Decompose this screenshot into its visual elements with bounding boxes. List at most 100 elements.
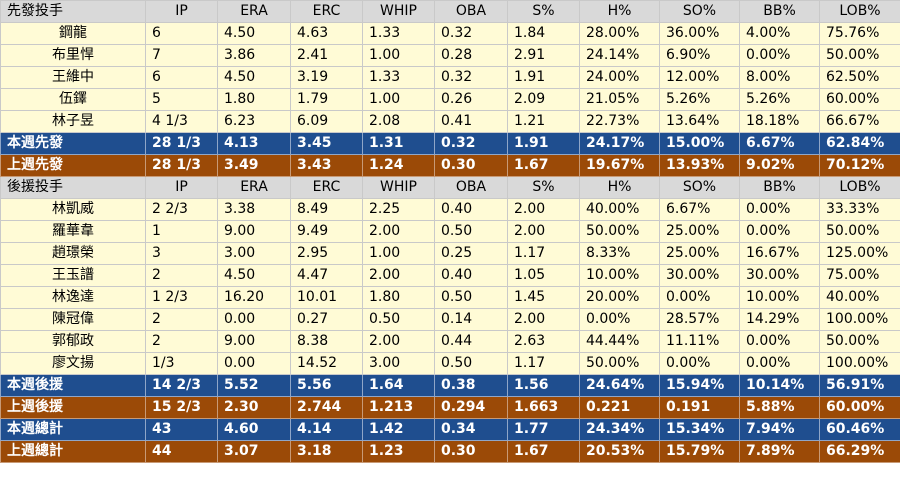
stat-cell: 3.49: [217, 154, 291, 177]
stat-cell: 6.67%: [659, 198, 740, 221]
table-body: 先發投手 IP ERA ERC WHIP OBA S% H% SO% BB% LOB% 鋼龍 6 4.50…: [0, 0, 900, 463]
stat-cell: 66.67%: [819, 110, 900, 133]
pitcher-name: 王維中: [0, 66, 146, 89]
stat-cell: 1.91: [507, 132, 580, 155]
stat-cell: 4.63: [290, 22, 363, 45]
stat-cell: 0.30: [434, 440, 508, 463]
stat-cell: 2.91: [507, 44, 580, 67]
column-header: ERC: [290, 176, 363, 199]
stat-cell: 1.84: [507, 22, 580, 45]
stat-cell: 33.33%: [819, 198, 900, 221]
pitching-stats-table: 先發投手 IP ERA ERC WHIP OBA S% H% SO% BB% LOB% 鋼龍 6 4.50…: [0, 0, 900, 463]
stat-cell: 0.00%: [739, 220, 820, 243]
relievers-last-week-row: 上週後援 15 2/3 2.30 2.744 1.213 0.294 1.663 0.221 0…: [0, 396, 900, 419]
stat-cell: 1.05: [507, 264, 580, 287]
stat-cell: 0.191: [659, 396, 740, 419]
column-header: BB%: [739, 176, 820, 199]
summary-label: 上週先發: [0, 154, 146, 177]
stat-cell: 7: [145, 44, 218, 67]
stat-cell: 0.00%: [739, 198, 820, 221]
column-header: S%: [507, 0, 580, 23]
stat-cell: 1.21: [507, 110, 580, 133]
stat-cell: 10.00%: [579, 264, 660, 287]
stat-cell: 1 2/3: [145, 286, 218, 309]
relievers-this-week-row: 本週後援 14 2/3 5.52 5.56 1.64 0.38 1.56 24.64% 15.9…: [0, 374, 900, 397]
table-row: 趙璟榮 3 3.00 2.95 1.00 0.25 1.17 8.33% 25.00% 16.67…: [0, 242, 900, 265]
stat-cell: 3.38: [217, 198, 291, 221]
table-row: 陳冠偉 2 0.00 0.27 0.50 0.14 2.00 0.00% 28.57% 14.29…: [0, 308, 900, 331]
stat-cell: 0.00%: [659, 286, 740, 309]
stat-cell: 4 1/3: [145, 110, 218, 133]
stat-cell: 1.64: [362, 374, 435, 397]
stat-cell: 0.27: [290, 308, 363, 331]
stat-cell: 44: [145, 440, 218, 463]
stat-cell: 5.26%: [739, 88, 820, 111]
stat-cell: 1.31: [362, 132, 435, 155]
stat-cell: 0.41: [434, 110, 508, 133]
stat-cell: 0.25: [434, 242, 508, 265]
stat-cell: 1.80: [362, 286, 435, 309]
stat-cell: 1.42: [362, 418, 435, 441]
stat-cell: 2.30: [217, 396, 291, 419]
stat-cell: 0.50: [434, 352, 508, 375]
stat-cell: 0.221: [579, 396, 660, 419]
stat-cell: 56.91%: [819, 374, 900, 397]
summary-label: 本週先發: [0, 132, 146, 155]
stat-cell: 8.00%: [739, 66, 820, 89]
stat-cell: 1: [145, 220, 218, 243]
table-row: 林子昱 4 1/3 6.23 6.09 2.08 0.41 1.21 22.73% 13.64%…: [0, 110, 900, 133]
stat-cell: 2.00: [362, 220, 435, 243]
stat-cell: 3.00: [217, 242, 291, 265]
stat-cell: 28.57%: [659, 308, 740, 331]
stat-cell: 2: [145, 264, 218, 287]
stat-cell: 0.34: [434, 418, 508, 441]
stat-cell: 3.18: [290, 440, 363, 463]
starters-last-week-row: 上週先發 28 1/3 3.49 3.43 1.24 0.30 1.67 19.67% 13.9…: [0, 154, 900, 177]
stat-cell: 15 2/3: [145, 396, 218, 419]
stat-cell: 3.86: [217, 44, 291, 67]
stat-cell: 3: [145, 242, 218, 265]
stat-cell: 2: [145, 330, 218, 353]
stat-cell: 14.29%: [739, 308, 820, 331]
stat-cell: 43: [145, 418, 218, 441]
stat-cell: 2: [145, 308, 218, 331]
stat-cell: 4.50: [217, 22, 291, 45]
column-header: BB%: [739, 0, 820, 23]
stat-cell: 2.25: [362, 198, 435, 221]
pitcher-name: 廖文揚: [0, 352, 146, 375]
stat-cell: 6.23: [217, 110, 291, 133]
stat-cell: 4.50: [217, 264, 291, 287]
column-header: S%: [507, 176, 580, 199]
stat-cell: 1.00: [362, 88, 435, 111]
stat-cell: 6.09: [290, 110, 363, 133]
summary-label: 上週後援: [0, 396, 146, 419]
stat-cell: 2.09: [507, 88, 580, 111]
table-row: 林逸達 1 2/3 16.20 10.01 1.80 0.50 1.45 20.00% 0.00…: [0, 286, 900, 309]
stat-cell: 5.52: [217, 374, 291, 397]
table-row: 伍鐸 5 1.80 1.79 1.00 0.26 2.09 21.05% 5.26% 5.26% 6…: [0, 88, 900, 111]
stat-cell: 28 1/3: [145, 154, 218, 177]
stat-cell: 4.60: [217, 418, 291, 441]
stat-cell: 1.33: [362, 22, 435, 45]
table-row: 郭郁政 2 9.00 8.38 2.00 0.44 2.63 44.44% 11.11% 0.00…: [0, 330, 900, 353]
stat-cell: 0.50: [434, 286, 508, 309]
stat-cell: 15.94%: [659, 374, 740, 397]
stat-cell: 1.91: [507, 66, 580, 89]
stat-cell: 0.32: [434, 22, 508, 45]
section-header-label: 後援投手: [0, 176, 146, 199]
stat-cell: 60.46%: [819, 418, 900, 441]
stat-cell: 1.67: [507, 154, 580, 177]
stat-cell: 28 1/3: [145, 132, 218, 155]
stat-cell: 2.95: [290, 242, 363, 265]
pitcher-name: 布里悍: [0, 44, 146, 67]
stat-cell: 4.14: [290, 418, 363, 441]
stat-cell: 12.00%: [659, 66, 740, 89]
pitcher-name: 伍鐸: [0, 88, 146, 111]
stat-cell: 9.00: [217, 220, 291, 243]
stat-cell: 1.663: [507, 396, 580, 419]
stat-cell: 62.50%: [819, 66, 900, 89]
stat-cell: 36.00%: [659, 22, 740, 45]
starters-this-week-row: 本週先發 28 1/3 4.13 3.45 1.31 0.32 1.91 24.17% 15.0…: [0, 132, 900, 155]
stat-cell: 1.23: [362, 440, 435, 463]
stat-cell: 5.56: [290, 374, 363, 397]
